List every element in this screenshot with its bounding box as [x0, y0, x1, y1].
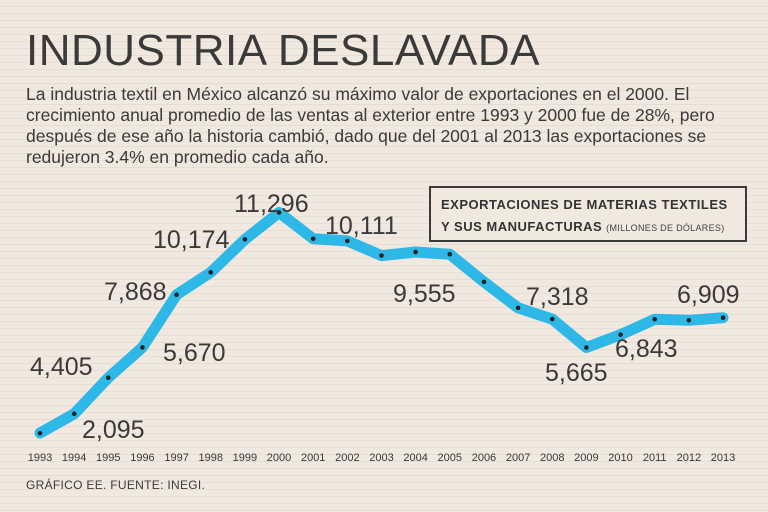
data-point-2002: [345, 238, 350, 244]
data-point-1996: [140, 345, 145, 350]
data-label-1999: 10,174: [153, 226, 230, 254]
series-line: [34, 207, 729, 439]
x-tick-1995: 1995: [96, 452, 120, 464]
data-point-1993: [37, 430, 43, 436]
subtitle-paragraph: La industria textil en México alcanzó su…: [26, 84, 715, 167]
x-tick-2005: 2005: [438, 452, 462, 464]
x-tick-2013: 2013: [711, 452, 735, 464]
x-tick-2000: 2000: [267, 452, 291, 464]
data-label-1997: 7,868: [104, 278, 167, 306]
data-point-1997: [174, 292, 179, 297]
data-point-2006: [481, 279, 487, 285]
data-point-1994: [71, 411, 77, 417]
page-title: INDUSTRIA DESLAVADA: [26, 26, 540, 75]
x-tick-2002: 2002: [335, 452, 359, 464]
data-label-2013: 6,909: [677, 281, 740, 309]
x-tick-1998: 1998: [199, 452, 223, 464]
x-tick-1999: 1999: [233, 452, 257, 464]
x-tick-2006: 2006: [472, 452, 496, 464]
x-tick-1993: 1993: [28, 452, 52, 464]
data-label-1993: 2,095: [82, 416, 145, 444]
data-point-1998: [208, 270, 214, 275]
x-tick-2011: 2011: [643, 452, 667, 464]
x-tick-2004: 2004: [403, 452, 427, 464]
data-point-2007: [515, 305, 521, 311]
data-point-2005: [447, 251, 453, 257]
data-label-1996: 5,670: [163, 339, 226, 367]
data-point-1995: [106, 375, 111, 381]
data-label-2005: 9,555: [393, 280, 456, 308]
x-axis-ticks: 1993 1994 1995 1996 1997 1998 1999 2000 2001 2002…: [28, 452, 735, 464]
data-label-2007: 7,318: [526, 283, 589, 311]
x-tick-2012: 2012: [677, 452, 701, 464]
data-point-2003: [379, 253, 384, 258]
legend-title-line2-text: Y SUS MANUFACTURAS: [441, 219, 603, 234]
data-point-2000: [276, 210, 282, 215]
x-tick-1997: 1997: [164, 452, 188, 464]
series-layer: [34, 207, 729, 439]
x-tick-2003: 2003: [369, 452, 393, 464]
x-tick-1994: 1994: [62, 452, 86, 464]
data-label-2009: 5,665: [545, 359, 608, 387]
data-label-2002: 10,111: [325, 212, 398, 240]
data-point-2010: [618, 332, 623, 337]
x-tick-2009: 2009: [574, 452, 598, 464]
data-point-2001: [310, 236, 316, 242]
data-point-2011: [652, 316, 657, 322]
chart-legend-box: EXPORTACIONES DE MATERIAS TEXTILES Y SUS…: [429, 186, 747, 242]
x-tick-2008: 2008: [540, 452, 564, 464]
legend-title-line1: EXPORTACIONES DE MATERIAS TEXTILES: [441, 197, 728, 212]
x-tick-2010: 2010: [608, 452, 632, 464]
marker-layer: [37, 210, 726, 436]
legend-unit: (MILLONES DE DÓLARES): [606, 223, 725, 233]
data-point-2008: [549, 316, 555, 322]
source-footer: GRÁFICO EE. FUENTE: INEGI.: [26, 478, 206, 492]
data-label-2011: 6,843: [615, 335, 678, 363]
x-tick-2007: 2007: [506, 452, 530, 464]
legend-title-line2: Y SUS MANUFACTURAS (MILLONES DE DÓLARES): [441, 219, 725, 234]
data-point-1999: [242, 237, 248, 242]
data-label-1995: 4,405: [30, 353, 93, 381]
data-point-2004: [413, 249, 418, 255]
data-label-2000: 11,296: [234, 190, 309, 218]
x-tick-2001: 2001: [301, 452, 325, 464]
data-point-2012: [686, 318, 692, 323]
x-tick-1996: 1996: [130, 452, 154, 464]
data-point-2013: [720, 315, 726, 320]
data-point-2009: [584, 345, 589, 350]
